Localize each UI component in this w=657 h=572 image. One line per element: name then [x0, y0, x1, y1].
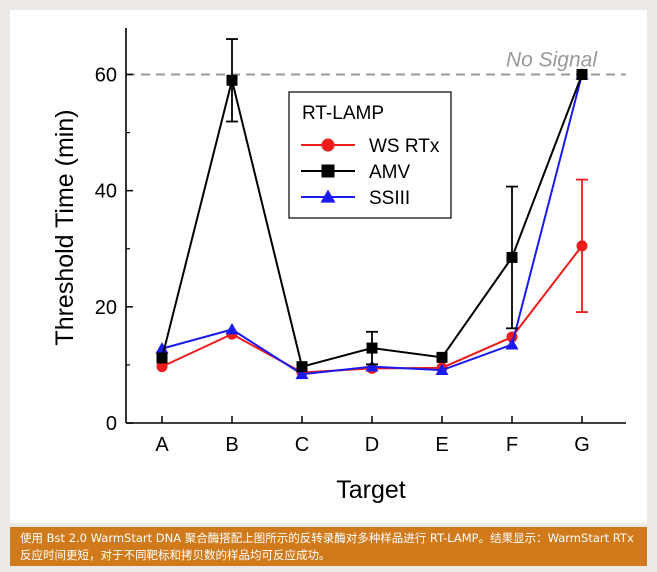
- legend-label-amv: AMV: [369, 162, 411, 183]
- series-amv: [156, 38, 588, 373]
- legend-marker-amv: [321, 164, 335, 178]
- data-point-ssiii-b: [225, 322, 239, 335]
- x-tick-label-e: E: [435, 434, 448, 456]
- y-tick-label: 0: [106, 413, 117, 435]
- figure-card: No Signal 0 20 40 60 A B C D E F G Target Threshold …: [10, 10, 647, 523]
- data-point-amv-e: [436, 351, 448, 363]
- y-tick-label: 60: [95, 64, 117, 86]
- data-point-amv-a: [156, 352, 168, 364]
- data-point-amv-b: [226, 74, 238, 86]
- x-tick-label-b: B: [225, 434, 238, 456]
- data-point-ssiii-f: [505, 338, 519, 350]
- data-point-ssiii-a: [155, 342, 169, 354]
- legend-item-ws-rtx: WS RTx: [301, 136, 440, 157]
- x-axis-title: Target: [336, 476, 406, 504]
- x-tick-label-a: A: [155, 434, 169, 456]
- y-tick-label: 40: [95, 181, 117, 203]
- legend-label-ws-rtx: WS RTx: [369, 136, 440, 157]
- x-tick-label-c: C: [295, 434, 309, 456]
- legend-marker-ssiii: [320, 189, 336, 203]
- data-point-amv-d: [366, 342, 378, 354]
- legend-item-amv: AMV: [301, 162, 411, 183]
- data-point-ssiii-d: [365, 360, 379, 372]
- no-signal-label: No Signal: [506, 48, 598, 71]
- data-point-ws-rtx-g: [576, 240, 588, 252]
- figure-caption: 使用 Bst 2.0 WarmStart DNA 聚合酶搭配上图所示的反转录酶对…: [10, 527, 647, 566]
- x-tick-label-g: G: [574, 434, 590, 456]
- threshold-time-chart: No Signal 0 20 40 60 A B C D E F G Target Threshold …: [51, 28, 626, 504]
- x-tick-label-f: F: [506, 434, 518, 456]
- legend-title: RT-LAMP: [302, 103, 384, 124]
- y-axis-title: Threshold Time (min): [51, 109, 79, 345]
- legend-label-ssiii: SSIII: [369, 188, 410, 209]
- data-point-amv-g: [576, 68, 588, 80]
- data-point-ssiii-e: [435, 363, 449, 376]
- legend-marker-ws-rtx: [321, 138, 335, 152]
- x-tick-label-d: D: [365, 434, 379, 456]
- data-point-ws-rtx-a: [156, 361, 168, 373]
- data-point-amv-c: [296, 361, 308, 373]
- data-point-ssiii-c: [295, 367, 309, 380]
- y-tick-label: 20: [95, 297, 117, 319]
- data-point-amv-f: [506, 251, 518, 263]
- legend-item-ssiii: SSIII: [301, 188, 410, 209]
